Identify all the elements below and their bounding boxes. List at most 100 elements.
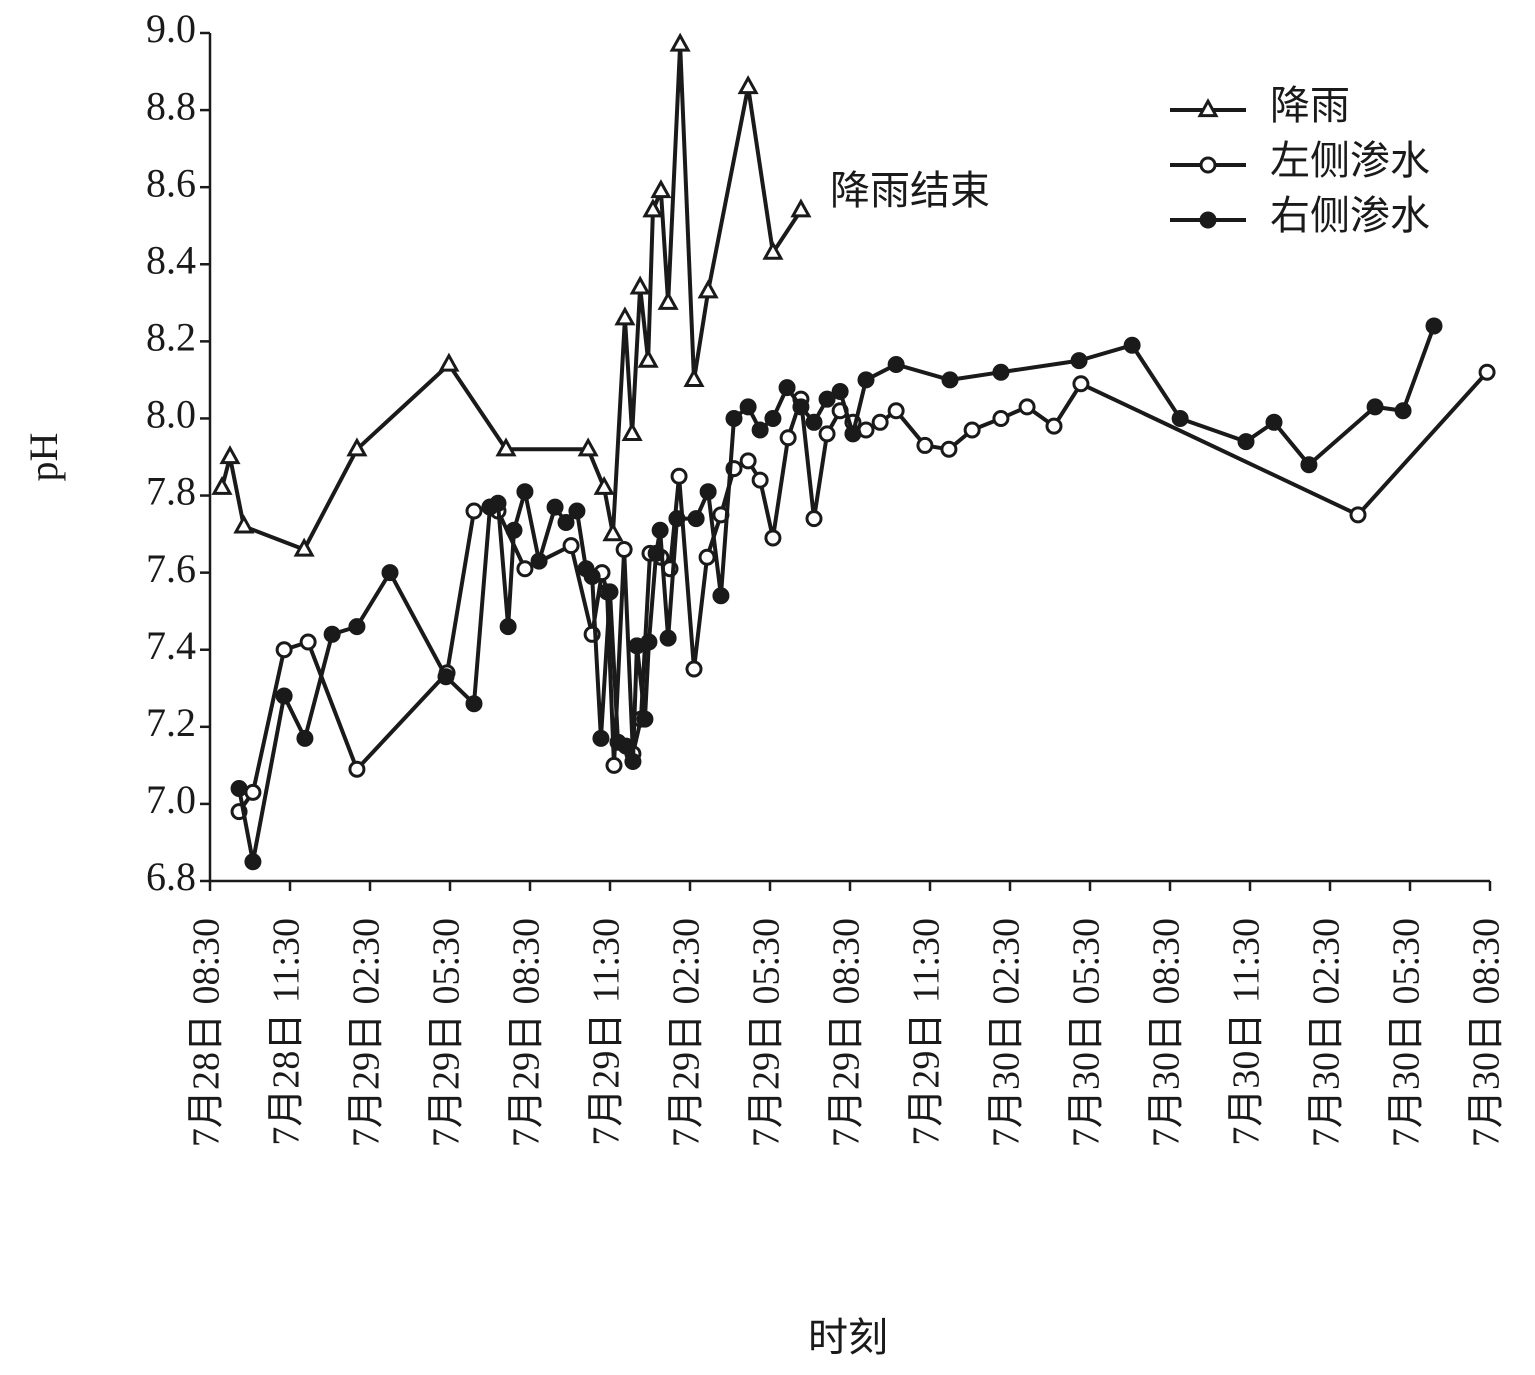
data-point <box>219 445 241 465</box>
data-point <box>244 853 262 871</box>
data-point <box>233 514 255 534</box>
x-tick-label: 7月28日 08:30 <box>186 918 228 1147</box>
data-point <box>651 521 669 539</box>
data-point <box>669 32 691 52</box>
data-point <box>617 737 635 755</box>
data-point <box>601 583 619 601</box>
data-point <box>1237 433 1255 451</box>
data-point <box>1349 506 1367 524</box>
data-point <box>489 494 507 512</box>
data-point <box>637 348 659 368</box>
x-tick-label: 7月29日 08:30 <box>826 918 868 1147</box>
x-tick-label: 7月29日 02:30 <box>346 918 388 1147</box>
data-point <box>916 436 934 454</box>
data-point <box>495 437 517 457</box>
data-point <box>557 514 575 532</box>
data-point <box>546 498 564 516</box>
data-point <box>348 760 366 778</box>
y-tick-label: 6.8 <box>146 854 196 899</box>
data-point <box>1072 375 1090 393</box>
data-point <box>725 409 743 427</box>
data-point <box>642 198 664 218</box>
data-point <box>640 633 658 651</box>
y-tick-label: 7.6 <box>146 546 196 591</box>
data-point <box>275 687 293 705</box>
data-point <box>244 783 262 801</box>
data-point <box>779 429 797 447</box>
data-point <box>992 363 1010 381</box>
data-point <box>592 729 610 747</box>
data-point <box>629 275 651 295</box>
data-point <box>831 382 849 400</box>
data-point <box>647 544 665 562</box>
data-point <box>764 409 782 427</box>
data-point <box>465 502 483 520</box>
data-point <box>230 779 248 797</box>
data-point <box>685 660 703 678</box>
x-tick-label: 7月30日 02:30 <box>1306 918 1348 1147</box>
data-point <box>699 483 717 501</box>
data-point <box>438 352 460 372</box>
y-tick-label: 8.6 <box>146 160 196 205</box>
y-tick-label: 7.0 <box>146 777 196 822</box>
y-tick-label: 8.2 <box>146 315 196 360</box>
data-point <box>805 413 823 431</box>
data-point <box>871 413 889 431</box>
legend-marker <box>1197 98 1219 118</box>
data-point <box>614 306 636 326</box>
data-point <box>346 437 368 457</box>
x-tick-label: 7月28日 11:30 <box>266 918 308 1146</box>
data-point <box>657 290 679 310</box>
y-tick-label: 7.4 <box>146 623 196 668</box>
data-point <box>562 537 580 555</box>
x-tick-label: 7月29日 05:30 <box>746 918 788 1147</box>
y-tick-label: 8.8 <box>146 83 196 128</box>
data-point <box>1045 417 1063 435</box>
data-point <box>764 529 782 547</box>
data-point <box>697 279 719 299</box>
data-point <box>887 355 905 373</box>
data-point <box>712 587 730 605</box>
x-tick-label: 7月29日 11:30 <box>906 918 948 1146</box>
data-point <box>275 641 293 659</box>
data-point <box>778 379 796 397</box>
data-point <box>602 522 624 542</box>
data-point <box>737 75 759 95</box>
x-tick-label: 7月30日 02:30 <box>986 918 1028 1147</box>
legend-marker <box>1199 211 1217 229</box>
data-point <box>683 368 705 388</box>
data-point <box>687 510 705 528</box>
data-point <box>499 618 517 636</box>
data-point <box>650 179 672 199</box>
series-line <box>237 370 1489 813</box>
data-point <box>1394 402 1412 420</box>
data-point <box>1265 413 1283 431</box>
data-point <box>577 437 599 457</box>
data-point <box>293 537 315 557</box>
x-tick-label: 7月30日 05:30 <box>1066 918 1108 1147</box>
data-point <box>348 618 366 636</box>
data-point <box>857 371 875 389</box>
y-axis-title: pH <box>21 433 66 482</box>
data-point <box>1070 352 1088 370</box>
data-point <box>818 390 836 408</box>
data-point <box>296 729 314 747</box>
data-point <box>818 425 836 443</box>
x-tick-label: 7月29日 08:30 <box>506 918 548 1147</box>
data-point <box>1300 456 1318 474</box>
annotation: 降雨结束 <box>830 168 990 213</box>
data-point <box>323 625 341 643</box>
data-point <box>941 371 959 389</box>
data-point <box>530 552 548 570</box>
data-point <box>381 564 399 582</box>
data-point <box>516 560 534 578</box>
data-point <box>605 756 623 774</box>
data-point <box>437 668 455 686</box>
data-point <box>805 510 823 528</box>
data-point <box>1018 398 1036 416</box>
legend-marker <box>1199 156 1217 174</box>
data-point <box>887 402 905 420</box>
x-tick-label: 7月30日 08:30 <box>1146 918 1188 1147</box>
data-point <box>516 483 534 501</box>
